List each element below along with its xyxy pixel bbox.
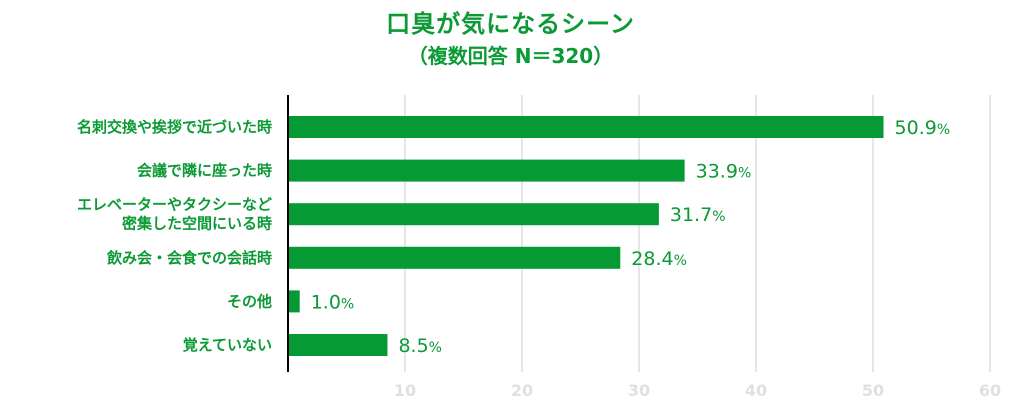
value-label: 31.7%: [670, 204, 726, 226]
category-label: 密集した空間にいる時: [122, 215, 272, 233]
value-unit: %: [429, 340, 442, 356]
bar: [288, 246, 621, 269]
value-label: 28.4%: [631, 248, 687, 270]
value-unit: %: [341, 296, 354, 312]
value-unit: %: [738, 166, 751, 182]
value-label: 8.5%: [398, 335, 442, 357]
x-tick-label: 10: [394, 381, 416, 400]
bar: [288, 334, 388, 356]
x-tick-label: 40: [745, 381, 767, 400]
value-label: 33.9%: [696, 161, 752, 183]
category-label: 会議で隣に座った時: [137, 162, 272, 180]
x-tick-label: 30: [628, 381, 650, 400]
value-unit: %: [712, 209, 725, 225]
value-label: 50.9%: [895, 117, 951, 139]
chart-title: 口臭が気になるシーン: [386, 10, 635, 38]
x-tick-label: 20: [511, 381, 533, 400]
x-tick-label: 60: [979, 381, 1001, 400]
category-label: エレベーターやタクシーなど: [77, 196, 272, 214]
bar: [288, 159, 685, 182]
category-label: 覚えていない: [183, 336, 272, 354]
category-label: 飲み会・会食での会話時: [106, 249, 272, 267]
category-label: 名刺交換や挨拶で近づいた時: [77, 118, 272, 136]
category-label: その他: [227, 292, 272, 310]
bar: [288, 290, 300, 313]
value-label: 1.0%: [311, 291, 355, 313]
bar: [288, 116, 884, 138]
x-tick-label: 50: [862, 381, 884, 400]
value-unit: %: [937, 122, 950, 138]
chart-subtitle: （複数回答 N＝320）: [407, 44, 614, 68]
value-unit: %: [674, 253, 687, 269]
bar: [288, 203, 659, 226]
